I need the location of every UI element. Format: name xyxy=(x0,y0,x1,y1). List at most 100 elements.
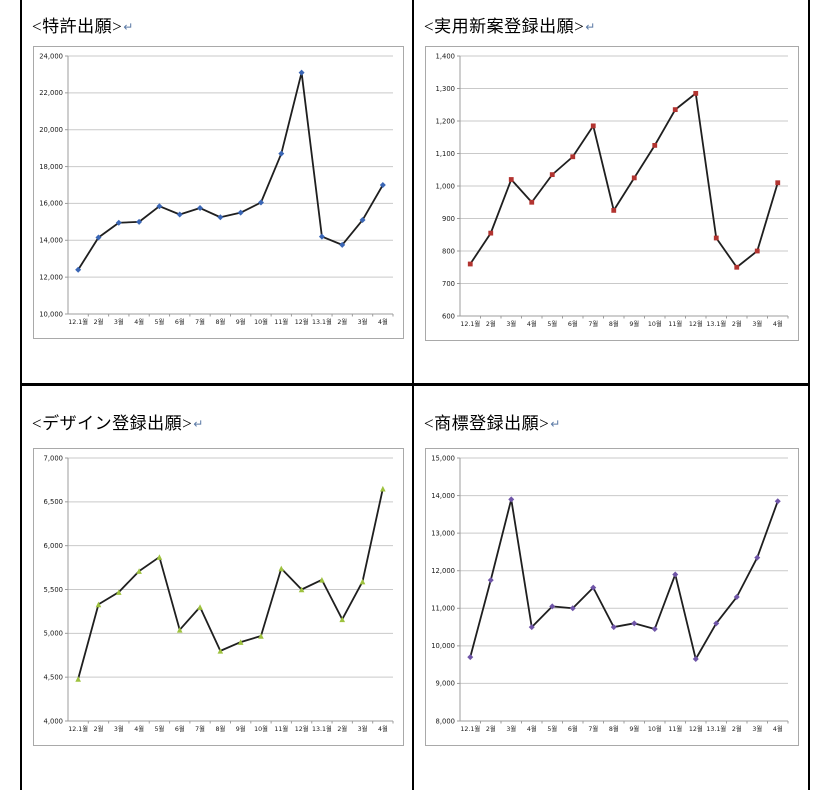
svg-text:12.1월: 12.1월 xyxy=(68,317,88,326)
design-chart-frame: 4,000 4,500 5,000 5,500 6,000 6,500 7,000 12.1월… xyxy=(33,448,404,746)
design-chart: 4,000 4,500 5,000 5,500 6,000 6,500 7,000 12.1월… xyxy=(44,454,394,733)
svg-text:12.1월: 12.1월 xyxy=(460,319,480,328)
svg-text:11월: 11월 xyxy=(274,317,288,326)
svg-text:3월: 3월 xyxy=(358,724,368,733)
svg-text:13.1월: 13.1월 xyxy=(706,724,726,733)
svg-text:5,500: 5,500 xyxy=(44,586,63,594)
svg-text:5월: 5월 xyxy=(547,724,557,733)
svg-text:11,000: 11,000 xyxy=(431,605,455,613)
svg-text:3월: 3월 xyxy=(506,319,516,328)
svg-text:12월: 12월 xyxy=(295,317,309,326)
svg-text:2월: 2월 xyxy=(486,319,496,328)
svg-text:13.1월: 13.1월 xyxy=(706,319,726,328)
return-mark-icon: ↵ xyxy=(550,417,561,431)
svg-text:10월: 10월 xyxy=(254,317,268,326)
utility-model-chart: 600 700 800 900 1,000 1,100 1,200 1,300 1,400 12.… xyxy=(436,52,789,328)
svg-text:11월: 11월 xyxy=(274,724,288,733)
svg-text:7,000: 7,000 xyxy=(44,454,63,462)
svg-text:13.1월: 13.1월 xyxy=(312,317,332,326)
cell-design: <デザイン登録出願>↵ 4,000 4,500 5,000 5,500 6,000 6,5… xyxy=(22,386,414,790)
svg-text:7월: 7월 xyxy=(588,724,598,733)
svg-text:5월: 5월 xyxy=(155,317,165,326)
svg-text:8월: 8월 xyxy=(215,317,225,326)
svg-text:10월: 10월 xyxy=(254,724,268,733)
svg-text:10,000: 10,000 xyxy=(39,310,63,318)
svg-text:13.1월: 13.1월 xyxy=(312,724,332,733)
svg-text:6월: 6월 xyxy=(568,724,578,733)
return-mark-icon: ↵ xyxy=(193,417,204,431)
svg-text:1,000: 1,000 xyxy=(436,182,455,190)
svg-text:5,000: 5,000 xyxy=(44,630,63,638)
patent-title-text: <特許出願> xyxy=(32,17,123,36)
svg-text:4,000: 4,000 xyxy=(44,717,63,725)
svg-text:4월: 4월 xyxy=(773,319,783,328)
patent-chart-frame: 10,000 12,000 14,000 16,000 18,000 20,000 22,0… xyxy=(33,46,404,339)
svg-text:7월: 7월 xyxy=(195,317,205,326)
svg-text:18,000: 18,000 xyxy=(39,163,63,171)
svg-text:6월: 6월 xyxy=(175,724,185,733)
svg-text:12월: 12월 xyxy=(295,724,309,733)
svg-text:2월: 2월 xyxy=(94,724,104,733)
svg-text:11월: 11월 xyxy=(668,319,682,328)
svg-text:9,000: 9,000 xyxy=(436,680,455,688)
svg-text:14,000: 14,000 xyxy=(431,492,455,500)
svg-text:2월: 2월 xyxy=(94,317,104,326)
svg-text:10월: 10월 xyxy=(648,724,662,733)
patent-chart: 10,000 12,000 14,000 16,000 18,000 20,000 22,0… xyxy=(39,52,394,326)
svg-text:3월: 3월 xyxy=(358,317,368,326)
cell-patent: <特許出願>↵ 10,000 12,000 14,000 16,000 18,000 20… xyxy=(22,0,414,386)
svg-text:4월: 4월 xyxy=(134,317,144,326)
svg-text:4월: 4월 xyxy=(773,724,783,733)
svg-text:7월: 7월 xyxy=(195,724,205,733)
svg-text:4,500: 4,500 xyxy=(44,673,63,681)
svg-text:2월: 2월 xyxy=(732,319,742,328)
svg-text:4월: 4월 xyxy=(527,319,537,328)
svg-text:12월: 12월 xyxy=(689,319,703,328)
svg-text:12,000: 12,000 xyxy=(39,273,63,281)
design-title: <デザイン登録出願>↵ xyxy=(32,409,204,434)
svg-text:9월: 9월 xyxy=(236,724,246,733)
svg-text:6,500: 6,500 xyxy=(44,498,63,506)
svg-text:12.1월: 12.1월 xyxy=(460,724,480,733)
svg-text:8,000: 8,000 xyxy=(436,717,455,725)
svg-text:24,000: 24,000 xyxy=(39,52,63,60)
svg-text:5월: 5월 xyxy=(547,319,557,328)
svg-text:13,000: 13,000 xyxy=(431,529,455,537)
svg-text:3월: 3월 xyxy=(114,724,124,733)
cell-utility-model: <実用新案登録出願>↵ 600 700 800 900 1,000 1,100 1,200 1… xyxy=(414,0,808,386)
svg-text:800: 800 xyxy=(442,247,455,255)
svg-text:15,000: 15,000 xyxy=(431,454,455,462)
svg-text:700: 700 xyxy=(442,280,455,288)
return-mark-icon: ↵ xyxy=(123,20,134,34)
trademark-chart-frame: 8,000 9,000 10,000 11,000 12,000 13,000 14,000… xyxy=(425,448,799,746)
utility-model-title-text: <実用新案登録出願> xyxy=(424,17,585,36)
utility-model-title: <実用新案登録出願>↵ xyxy=(424,12,596,37)
svg-text:8월: 8월 xyxy=(215,724,225,733)
svg-text:1,400: 1,400 xyxy=(436,52,455,60)
svg-text:900: 900 xyxy=(442,215,455,223)
svg-text:22,000: 22,000 xyxy=(39,89,63,97)
svg-text:600: 600 xyxy=(442,312,455,320)
svg-text:3월: 3월 xyxy=(752,319,762,328)
svg-text:12,000: 12,000 xyxy=(431,567,455,575)
svg-text:8월: 8월 xyxy=(609,724,619,733)
svg-text:8월: 8월 xyxy=(609,319,619,328)
svg-text:14,000: 14,000 xyxy=(39,237,63,245)
svg-text:12월: 12월 xyxy=(689,724,703,733)
design-title-text: <デザイン登録出願> xyxy=(32,414,193,433)
svg-text:2월: 2월 xyxy=(486,724,496,733)
svg-text:11월: 11월 xyxy=(668,724,682,733)
svg-text:6,000: 6,000 xyxy=(44,542,63,550)
return-mark-icon: ↵ xyxy=(585,20,596,34)
svg-text:6월: 6월 xyxy=(568,319,578,328)
svg-text:2월: 2월 xyxy=(337,724,347,733)
svg-text:1,200: 1,200 xyxy=(436,117,455,125)
svg-text:2월: 2월 xyxy=(732,724,742,733)
svg-text:20,000: 20,000 xyxy=(39,126,63,134)
svg-text:3월: 3월 xyxy=(114,317,124,326)
svg-text:10월: 10월 xyxy=(648,319,662,328)
svg-text:9월: 9월 xyxy=(629,319,639,328)
trademark-title: <商標登録出願>↵ xyxy=(424,409,561,434)
svg-text:1,100: 1,100 xyxy=(436,150,455,158)
